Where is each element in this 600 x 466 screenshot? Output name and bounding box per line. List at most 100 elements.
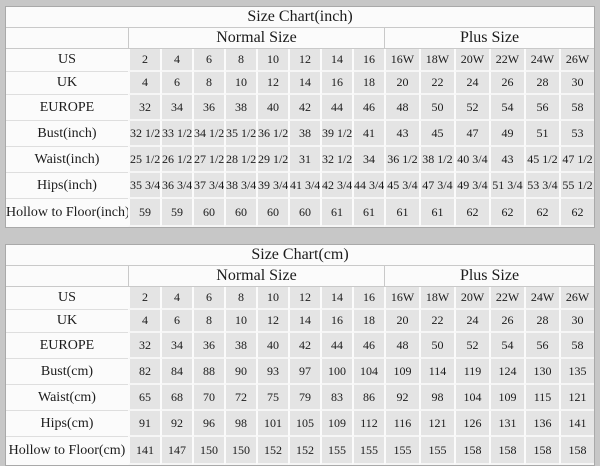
data-cell: 98: [418, 385, 454, 411]
data-cell: 141: [127, 437, 160, 465]
data-cell: 147: [159, 437, 192, 465]
data-cell: 54: [488, 333, 524, 359]
data-cell: 92: [383, 385, 419, 411]
data-cell: 92: [159, 411, 192, 437]
data-cell: 34 1/2: [191, 121, 224, 147]
table-row: Hips(cm) 91 92 96 98 101 105 109 112 116 121 126 131…: [5, 411, 595, 437]
row-label: Waist(cm): [5, 385, 128, 411]
row-label: Hollow to Floor(inch): [5, 199, 128, 227]
data-cell: 97: [287, 359, 320, 385]
data-cell: 158: [453, 437, 489, 465]
data-cell: 60: [287, 199, 320, 227]
data-cell: 4: [159, 287, 192, 310]
data-cell: 34: [159, 333, 192, 359]
data-cell: 53 3/4: [523, 173, 559, 199]
data-cell: 30: [558, 310, 595, 333]
data-cell: 104: [453, 385, 489, 411]
data-cell: 12: [255, 310, 288, 333]
row-label: Hips(cm): [5, 411, 128, 437]
data-cell: 10: [255, 287, 288, 310]
column-group-row: Normal Size Plus Size: [5, 266, 595, 287]
data-cell: 16: [351, 287, 384, 310]
data-cell: 49 3/4: [453, 173, 489, 199]
data-cell: 18W: [418, 287, 454, 310]
data-cell: 158: [523, 437, 559, 465]
data-cell: 112: [351, 411, 384, 437]
data-cell: 45 3/4: [383, 173, 419, 199]
data-cell: 16: [319, 310, 352, 333]
data-cell: 158: [558, 437, 595, 465]
data-cell: 44: [319, 333, 352, 359]
data-cell: 136: [523, 411, 559, 437]
data-cell: 42 3/4: [319, 173, 352, 199]
data-cell: 47 1/2: [558, 147, 595, 173]
data-cell: 61: [351, 199, 384, 227]
data-cell: 121: [558, 385, 595, 411]
data-cell: 61: [319, 199, 352, 227]
corner-cell: [5, 266, 128, 287]
data-cell: 40: [255, 333, 288, 359]
data-cell: 53: [558, 121, 595, 147]
data-cell: 6: [191, 287, 224, 310]
data-cell: 41 3/4: [287, 173, 320, 199]
data-cell: 68: [159, 385, 192, 411]
data-cell: 22: [418, 72, 454, 95]
data-cell: 12: [287, 49, 320, 72]
row-label: Hips(inch): [5, 173, 128, 199]
data-cell: 56: [523, 333, 559, 359]
data-cell: 24: [453, 72, 489, 95]
data-cell: 22W: [488, 49, 524, 72]
data-cell: 32: [127, 95, 160, 121]
data-cell: 50: [418, 95, 454, 121]
data-cell: 45 1/2: [523, 147, 559, 173]
data-cell: 44 3/4: [351, 173, 384, 199]
data-cell: 20: [383, 72, 419, 95]
data-cell: 10: [255, 49, 288, 72]
data-cell: 105: [287, 411, 320, 437]
data-cell: 38 3/4: [223, 173, 256, 199]
row-label: UK: [5, 310, 128, 333]
data-cell: 40 3/4: [453, 147, 489, 173]
row-label: Hollow to Floor(cm): [5, 437, 128, 465]
data-cell: 36 1/2: [255, 121, 288, 147]
data-cell: 38 1/2: [418, 147, 454, 173]
data-cell: 126: [453, 411, 489, 437]
row-label: EUROPE: [5, 333, 128, 359]
data-cell: 114: [418, 359, 454, 385]
data-cell: 32 1/2: [319, 147, 352, 173]
data-cell: 62: [558, 199, 595, 227]
data-cell: 109: [383, 359, 419, 385]
data-cell: 24W: [523, 287, 559, 310]
data-cell: 42: [287, 95, 320, 121]
data-cell: 30: [558, 72, 595, 95]
data-cell: 84: [159, 359, 192, 385]
data-cell: 2: [127, 49, 160, 72]
data-cell: 91: [127, 411, 160, 437]
data-cell: 60: [255, 199, 288, 227]
data-cell: 109: [488, 385, 524, 411]
data-cell: 18W: [418, 49, 454, 72]
data-cell: 45: [418, 121, 454, 147]
data-cell: 18: [351, 310, 384, 333]
table-row: Hollow to Floor(inch) 59 59 60 60 60 60 61 61 61 6…: [5, 199, 595, 227]
data-cell: 26W: [558, 287, 595, 310]
data-cell: 130: [523, 359, 559, 385]
data-cell: 109: [319, 411, 352, 437]
data-cell: 51 3/4: [488, 173, 524, 199]
table-row: Hollow to Floor(cm) 141 147 150 150 152 152 155…: [5, 437, 595, 465]
data-cell: 93: [255, 359, 288, 385]
data-cell: 14: [319, 49, 352, 72]
data-cell: 131: [488, 411, 524, 437]
data-cell: 50: [418, 333, 454, 359]
data-cell: 96: [191, 411, 224, 437]
data-cell: 62: [488, 199, 524, 227]
data-cell: 83: [319, 385, 352, 411]
data-cell: 40: [255, 95, 288, 121]
data-cell: 24W: [523, 49, 559, 72]
data-cell: 27 1/2: [191, 147, 224, 173]
data-cell: 158: [488, 437, 524, 465]
data-cell: 70: [191, 385, 224, 411]
table-title-row: Size Chart(inch): [5, 7, 595, 28]
table-row: US 2 4 6 8 10 12 14 16 16W 18W 20W 22W 24W 26W: [5, 49, 595, 72]
data-cell: 51: [523, 121, 559, 147]
